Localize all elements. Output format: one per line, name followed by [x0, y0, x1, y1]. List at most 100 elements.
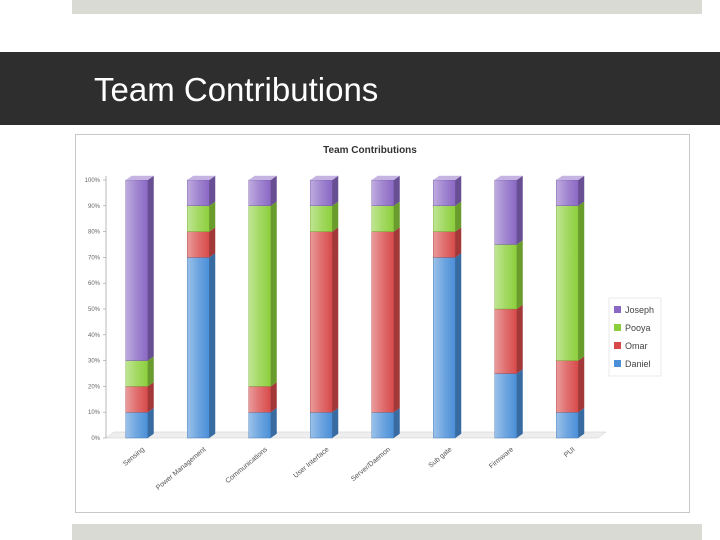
bar-segment	[125, 360, 148, 387]
x-category-label: Sub gate	[428, 446, 454, 469]
bar-segment	[433, 205, 456, 232]
chart-title: Team Contributions	[323, 145, 417, 156]
bar-segment	[494, 308, 517, 374]
bar-top	[248, 175, 277, 180]
y-tick-label: 50%	[88, 307, 101, 313]
chart-frame: Team Contributions 0% 10% 20% 30% 40% 50% 60% 7…	[75, 134, 690, 513]
bar-side	[516, 240, 523, 309]
y-tick-label: 30%	[88, 359, 101, 365]
bar-side	[393, 201, 400, 232]
bar-side	[393, 175, 400, 206]
bar-top	[556, 175, 585, 180]
y-tick-label: 80%	[88, 230, 101, 236]
bar-side	[332, 201, 339, 232]
title-bar	[0, 52, 720, 125]
bar-segment	[187, 179, 210, 206]
bar-side	[209, 253, 216, 438]
y-axis: 0% 10% 20% 30% 40% 50% 60% 70% 80% 90% 100%	[85, 176, 607, 442]
bar-segment	[433, 257, 456, 439]
bar-top	[433, 175, 462, 180]
x-axis-labels: Sensing Power Management Communications Use…	[122, 446, 576, 492]
bar-side	[332, 408, 339, 438]
bar-segment	[125, 386, 148, 413]
chart-floor	[105, 431, 607, 439]
bar-segment	[125, 179, 148, 361]
bar-side	[270, 382, 277, 413]
y-tick-label: 0%	[91, 436, 100, 442]
bar-top	[371, 175, 400, 180]
bar-segment	[494, 244, 517, 310]
legend-label: Daniel	[625, 359, 651, 369]
chart: Team Contributions 0% 10% 20% 30% 40% 50% 60% 7…	[85, 145, 662, 492]
legend-swatch	[614, 306, 621, 313]
bar-side	[578, 175, 585, 206]
bar-side	[393, 227, 400, 413]
legend-swatch	[614, 324, 621, 331]
x-category-label: Server/Daemon	[350, 446, 392, 483]
bar-side	[455, 253, 462, 438]
bar-segment	[556, 179, 579, 206]
bar-segment	[556, 360, 579, 413]
bar-side	[578, 201, 585, 361]
x-category-label: Communications	[225, 446, 270, 485]
bar-side	[516, 175, 523, 245]
bar-segment	[248, 179, 271, 206]
bar-top	[187, 175, 216, 180]
bar-side	[270, 201, 277, 387]
bar-segment	[248, 205, 271, 387]
legend: Joseph Pooya Omar Daniel	[608, 297, 662, 377]
bar-segment	[371, 179, 394, 206]
bar-side	[578, 408, 585, 438]
bar-side	[209, 201, 216, 232]
bar-top	[310, 175, 339, 180]
bar-top	[494, 175, 523, 180]
legend-label: Joseph	[625, 305, 654, 315]
bar-segment	[371, 205, 394, 232]
bar-side	[147, 356, 154, 387]
bar-side	[455, 175, 462, 206]
bar-segment	[248, 386, 271, 413]
bar-segment	[494, 373, 517, 439]
bar-side	[393, 408, 400, 438]
bar-segment	[310, 231, 333, 413]
bar-segment	[125, 412, 148, 439]
bars	[125, 175, 585, 439]
bar-segment	[310, 412, 333, 439]
bar-side	[332, 175, 339, 206]
x-category-label: User Interface	[292, 446, 330, 480]
bar-side	[147, 408, 154, 438]
bar-segment	[371, 412, 394, 439]
bar-segment	[187, 231, 210, 258]
y-tick-label: 10%	[88, 410, 101, 416]
bar-top	[125, 175, 154, 180]
bar-segment	[310, 205, 333, 232]
bar-segment	[310, 179, 333, 206]
bar-segment	[494, 179, 517, 245]
bar-segment	[187, 205, 210, 232]
bar-side	[516, 304, 523, 374]
bar-side	[270, 175, 277, 206]
bar-segment	[556, 205, 579, 361]
y-tick-label: 70%	[88, 255, 101, 261]
bar-segment	[433, 231, 456, 258]
top-decor-strip	[72, 0, 702, 14]
x-category-label: Power Management	[155, 446, 208, 492]
bar-side	[516, 369, 523, 438]
bar-side	[147, 175, 154, 361]
bar-segment	[556, 412, 579, 439]
bottom-decor-strip	[72, 524, 702, 540]
y-tick-label: 100%	[85, 178, 101, 184]
legend-label: Pooya	[625, 323, 651, 333]
bar-side	[209, 175, 216, 206]
legend-label: Omar	[625, 341, 648, 351]
legend-swatch	[614, 360, 621, 367]
y-tick-label: 20%	[88, 384, 101, 390]
x-category-label: PUI	[563, 446, 576, 459]
y-tick-label: 90%	[88, 204, 101, 210]
y-tick-label: 60%	[88, 281, 101, 287]
slide-title: Team Contributions	[94, 71, 379, 108]
bar-side	[147, 382, 154, 413]
bar-side	[578, 356, 585, 413]
y-tick-label: 40%	[88, 333, 101, 339]
bar-side	[455, 201, 462, 232]
